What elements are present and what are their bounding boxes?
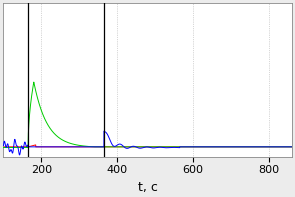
X-axis label: t, c: t, c bbox=[137, 180, 158, 193]
